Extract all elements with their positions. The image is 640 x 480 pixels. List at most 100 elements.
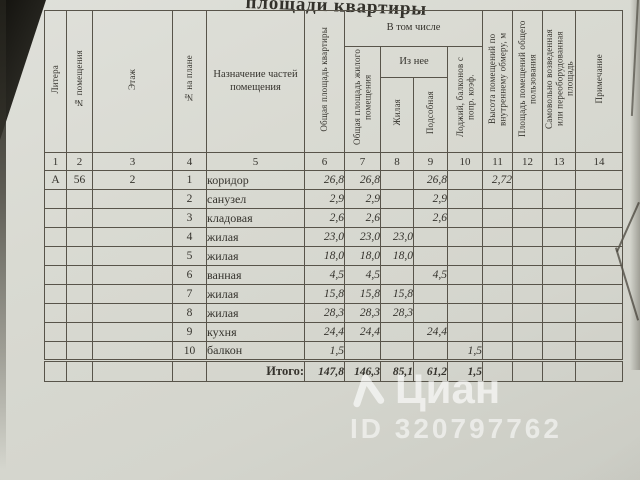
column-number: 12 [512, 152, 544, 171]
cell [512, 246, 544, 266]
cell: 4,5 [344, 265, 381, 285]
cell [66, 284, 93, 304]
total-value-cell [512, 359, 544, 382]
cell [92, 265, 173, 285]
cell: 26,8 [413, 170, 448, 190]
cell [542, 189, 577, 209]
cell: 2,6 [413, 208, 448, 228]
cell [66, 322, 93, 342]
column-number: 7 [344, 152, 381, 171]
room-name-cell: жилая [206, 227, 305, 247]
cell [542, 265, 577, 285]
cell: 4 [172, 227, 207, 247]
cell [44, 359, 67, 382]
cell [44, 227, 67, 247]
column-number: 10 [446, 152, 484, 171]
cell: 24,4 [344, 322, 381, 342]
column-number: 4 [172, 152, 207, 171]
page-right-shade [630, 0, 640, 370]
col-header-plan-number: № на плане [172, 10, 207, 153]
cell [66, 189, 93, 209]
cell: 24,4 [413, 322, 448, 342]
cell [413, 303, 448, 323]
cell [542, 170, 577, 190]
room-name-cell: жилая [206, 303, 305, 323]
cell [44, 303, 67, 323]
table-row: 4 жилая 23,0 23,0 23,0 [44, 227, 624, 247]
cell [512, 284, 544, 304]
cell: 18,0 [380, 246, 414, 266]
cell: А [44, 170, 67, 190]
cell [446, 246, 484, 266]
cell [380, 322, 414, 342]
room-name-cell: жилая [206, 284, 305, 304]
cell: 28,3 [380, 303, 414, 323]
cell [482, 265, 514, 285]
cell [446, 227, 484, 247]
total-value-cell [542, 359, 577, 382]
col-header-floor: Этаж [92, 10, 173, 153]
cell [512, 303, 544, 323]
cell: 6 [172, 265, 207, 285]
col-header-auxiliary: Подсобная [413, 76, 448, 154]
cell: 26,8 [344, 170, 381, 190]
cell [66, 359, 93, 382]
cell: 18,0 [304, 246, 345, 266]
col-header-litera: Литера [44, 10, 67, 153]
cell: 10 [172, 341, 207, 361]
cell: 15,8 [304, 284, 345, 304]
cell: 15,8 [344, 284, 381, 304]
cell [575, 208, 624, 228]
cell [44, 189, 67, 209]
cell [92, 341, 173, 361]
cell: 1 [172, 170, 207, 190]
col-header-living-total-area: Общая площадь жилого помещения [344, 46, 381, 153]
total-value-cell: 1,5 [446, 359, 484, 382]
cell: 24,4 [304, 322, 345, 342]
explication-table: Литера № помещения Этаж № на плане Назна… [44, 10, 624, 382]
cell: 2,9 [344, 189, 381, 209]
col-header-room-number: № помещения [66, 10, 93, 153]
cell [482, 208, 514, 228]
col-header-total-area: Общая площадь квартиры [304, 10, 345, 153]
total-value-cell: 85,1 [380, 359, 414, 382]
column-number: 2 [66, 152, 93, 171]
cell [575, 341, 624, 361]
col-header-height: Высота помещений по внутреннему обмеру, … [482, 10, 514, 153]
page-left-edge [0, 0, 6, 470]
cell [44, 341, 67, 361]
cell [575, 322, 624, 342]
cell [482, 341, 514, 361]
cell [413, 341, 448, 361]
cell [512, 170, 544, 190]
cell [575, 284, 624, 304]
cell [575, 189, 624, 209]
cell [92, 284, 173, 304]
cell: 8 [172, 303, 207, 323]
room-name-cell: жилая [206, 246, 305, 266]
cell [512, 322, 544, 342]
column-number: 11 [482, 152, 514, 171]
cell [482, 322, 514, 342]
cell [446, 208, 484, 228]
cell: 2,9 [413, 189, 448, 209]
cell: 7 [172, 284, 207, 304]
cell [44, 322, 67, 342]
cell: 2 [92, 170, 173, 190]
cell: 28,3 [304, 303, 345, 323]
cell [482, 246, 514, 266]
column-number: 1 [44, 152, 67, 171]
cell [92, 246, 173, 266]
cell [66, 246, 93, 266]
cell: 23,0 [380, 227, 414, 247]
total-value-cell [575, 359, 624, 382]
column-number: 6 [304, 152, 345, 171]
cell: 1,5 [304, 341, 345, 361]
col-header-common-area: Площадь помещений общего пользования [512, 10, 544, 153]
column-number: 3 [92, 152, 173, 171]
cell: 4,5 [304, 265, 345, 285]
cell [542, 208, 577, 228]
column-number: 5 [206, 152, 305, 171]
cell [542, 322, 577, 342]
table-row: 9 кухня 24,4 24,4 24,4 [44, 322, 624, 342]
